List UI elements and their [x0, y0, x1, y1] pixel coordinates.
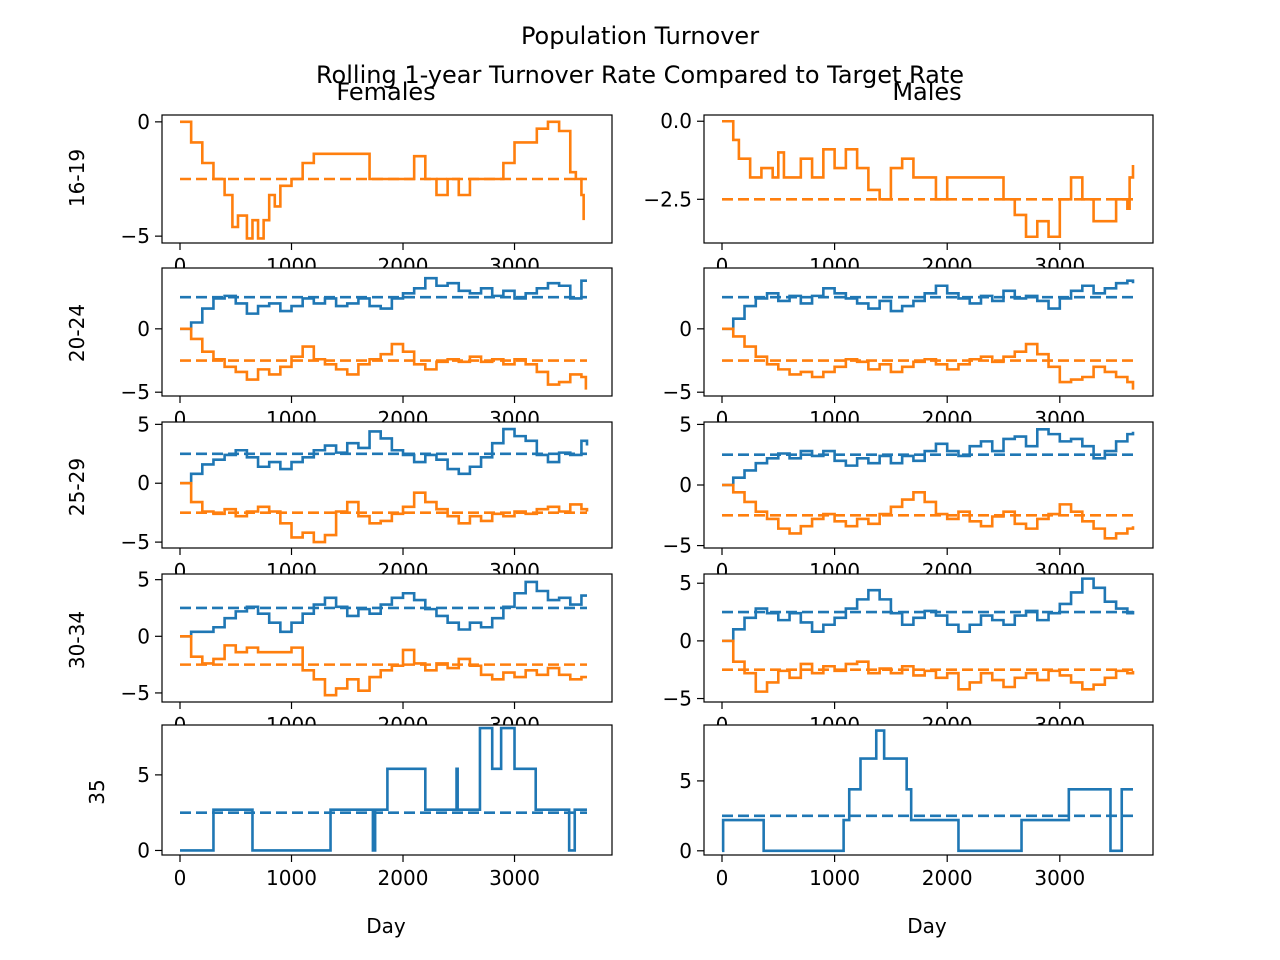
y-tick-label: 0: [679, 839, 692, 863]
plot-area: [162, 574, 612, 702]
series-line-orange: [180, 481, 589, 544]
y-tick-label: −5: [121, 224, 150, 248]
axes-frame: [703, 573, 1154, 703]
plot-area: [162, 422, 612, 548]
y-tick-label: 0: [137, 110, 150, 134]
series-line-blue: [721, 729, 1133, 853]
series-line-orange: [180, 635, 587, 697]
y-tick-label: 5: [679, 769, 692, 793]
y-tick-label: −5: [121, 681, 150, 705]
y-tick-label: 5: [137, 568, 150, 592]
axes-frame: [703, 267, 1154, 397]
figure-title: Population Turnover: [521, 22, 759, 50]
x-tick-label: 0: [716, 866, 729, 890]
y-tick-label: 5: [679, 571, 692, 595]
x-axis-label-females: Day: [366, 914, 406, 938]
axes-frame: [703, 724, 1154, 856]
y-tick-label: 0: [679, 317, 692, 341]
y-tick-label: −5: [663, 380, 692, 404]
x-tick-label: 2000: [378, 866, 429, 890]
y-tick-label: 5: [679, 412, 692, 436]
row-label-16-19: 16-19: [65, 149, 89, 207]
y-tick-label: 0.0: [660, 109, 692, 133]
figure-subtitle: Rolling 1-year Turnover Rate Compared to…: [316, 61, 964, 89]
series-line-orange: [180, 120, 585, 240]
series-line-orange: [722, 483, 1135, 540]
axes-frame: [161, 573, 613, 703]
column-title-males: Males: [892, 78, 961, 106]
x-tick-label: 1000: [809, 866, 860, 890]
y-tick-label: 0: [137, 317, 150, 341]
axes-frame: [703, 114, 1154, 244]
series-line-orange: [722, 119, 1135, 239]
y-tick-label: −5: [663, 534, 692, 558]
y-tick-label: −5: [121, 530, 150, 554]
row-label-20-24: 20-24: [65, 304, 89, 362]
series-line-blue: [722, 427, 1135, 487]
y-tick-label: 5: [137, 412, 150, 436]
series-line-blue: [722, 279, 1135, 331]
y-tick-label: 0: [137, 624, 150, 648]
plot-area: [704, 268, 1153, 396]
y-tick-label: −5: [663, 687, 692, 711]
y-tick-label: 5: [137, 763, 150, 787]
y-tick-label: −2.5: [643, 187, 692, 211]
series-line-blue: [180, 580, 587, 638]
subplot-35-females: 0 1000 2000 3000 0 5: [137, 724, 613, 890]
plot-area: [704, 115, 1153, 243]
series-line-orange: [180, 327, 588, 390]
series-line-blue: [180, 427, 589, 485]
y-tick-label: 0: [679, 473, 692, 497]
y-tick-label: 0: [137, 838, 150, 862]
axes-frame: [161, 421, 613, 549]
series-line-blue: [722, 577, 1135, 643]
axes-frame: [161, 724, 613, 856]
x-tick-label: 2000: [922, 866, 973, 890]
series-line-blue: [180, 726, 587, 852]
column-title-females: Females: [336, 78, 435, 106]
axes-frame: [161, 267, 613, 397]
plot-area: [704, 422, 1153, 548]
axes-frame: [161, 114, 613, 244]
series-line-orange: [722, 327, 1135, 390]
y-tick-label: 0: [679, 629, 692, 653]
row-label-30-34: 30-34: [65, 611, 89, 669]
x-tick-label: 3000: [489, 866, 540, 890]
row-label-35: 35: [85, 779, 109, 804]
subplot-grid: 0 1000 2000 3000 0 −5 0 1000 2000 3000 0.0 −2.5 0 100…: [121, 109, 1154, 890]
x-tick-label: 3000: [1034, 866, 1085, 890]
series-line-blue: [180, 276, 587, 331]
row-label-25-29: 25-29: [65, 458, 89, 516]
x-axis-label-males: Day: [907, 914, 947, 938]
x-tick-label: 0: [174, 866, 187, 890]
x-tick-label: 1000: [266, 866, 317, 890]
y-tick-label: 0: [137, 471, 150, 495]
subplot-35-males: 0 1000 2000 3000 0 5: [679, 724, 1154, 890]
axes-frame: [703, 421, 1154, 549]
series-line-orange: [722, 639, 1135, 693]
y-tick-label: −5: [121, 380, 150, 404]
